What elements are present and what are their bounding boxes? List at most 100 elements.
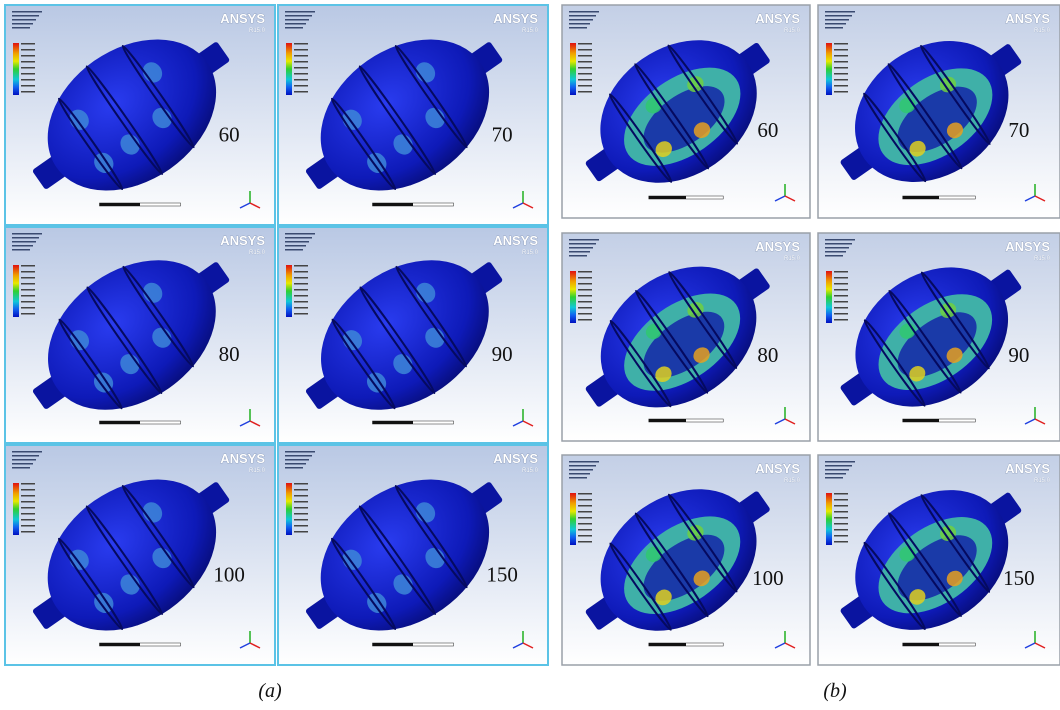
legend-text [578, 73, 592, 75]
legend-text [834, 505, 848, 507]
legend-text [21, 507, 35, 509]
header-line [825, 473, 846, 475]
legend-text [21, 79, 35, 81]
legend-bar [286, 483, 292, 535]
panel: ANSYSR15.060 [555, 0, 810, 225]
scale-bar [649, 196, 686, 199]
header-line [12, 27, 30, 29]
scale-bar [903, 196, 939, 199]
header-line [285, 455, 312, 457]
legend-text [294, 55, 308, 57]
panel: ANSYSR15.070 [810, 0, 1060, 223]
scale-bar [100, 203, 141, 206]
legend-text [578, 499, 592, 501]
legend-text [834, 535, 848, 537]
legend-text [294, 67, 308, 69]
version: R15.0 [522, 468, 539, 474]
legend-text [294, 49, 308, 51]
header-line [569, 239, 599, 241]
legend-text [294, 85, 308, 87]
header-line [285, 237, 312, 239]
legend-text [834, 313, 848, 315]
scale-bar [903, 643, 939, 646]
legend-text [834, 301, 848, 303]
header-line [12, 467, 30, 469]
legend-text [21, 301, 35, 303]
legend-text [294, 489, 308, 491]
legend-text [834, 499, 848, 501]
frequency-label: 70 [492, 122, 513, 146]
legend-text [578, 91, 592, 93]
version: R15.0 [249, 28, 266, 34]
legend-text [578, 43, 592, 45]
header-line [825, 461, 855, 463]
frequency-label: 150 [1003, 566, 1035, 590]
logo: ANSYS [755, 461, 800, 476]
header-line [825, 243, 852, 245]
legend-text [834, 49, 848, 51]
header-line [12, 451, 42, 453]
legend-text [21, 295, 35, 297]
legend-text [578, 67, 592, 69]
legend-text [21, 67, 35, 69]
header-line [285, 249, 303, 251]
logo: ANSYS [220, 451, 265, 466]
version: R15.0 [249, 250, 266, 256]
legend-text [21, 307, 35, 309]
legend-text [294, 73, 308, 75]
legend-text [578, 79, 592, 81]
legend-text [21, 483, 35, 485]
header-line [285, 463, 306, 465]
header-line [825, 239, 855, 241]
header-line [569, 11, 599, 13]
legend-text [21, 55, 35, 57]
legend-text [578, 529, 592, 531]
header-line [825, 23, 846, 25]
legend-text [21, 531, 35, 533]
legend-text [834, 289, 848, 291]
legend-text [834, 511, 848, 513]
header-line [285, 19, 309, 21]
version: R15.0 [522, 250, 539, 256]
header-line [569, 477, 587, 479]
legend-text [578, 493, 592, 495]
legend-text [294, 91, 308, 93]
legend-bar [570, 493, 576, 545]
legend-text [21, 85, 35, 87]
legend-text [578, 517, 592, 519]
version: R15.0 [249, 468, 266, 474]
legend-text [834, 73, 848, 75]
legend-text [834, 91, 848, 93]
header-line [825, 11, 855, 13]
logo: ANSYS [755, 11, 800, 26]
legend-text [834, 493, 848, 495]
frequency-label: 100 [213, 562, 245, 586]
legend-text [294, 295, 308, 297]
header-line [12, 455, 39, 457]
legend-text [21, 61, 35, 63]
legend-bar [13, 265, 19, 317]
legend-text [834, 61, 848, 63]
legend-text [834, 271, 848, 273]
header-line [825, 477, 843, 479]
version: R15.0 [1034, 28, 1051, 34]
panel: ANSYSR15.0100 [555, 449, 810, 673]
header-line [825, 251, 846, 253]
legend-text [578, 523, 592, 525]
caption-a: (a) [258, 680, 282, 702]
legend-text [294, 301, 308, 303]
legend-text [834, 523, 848, 525]
legend-text [578, 283, 592, 285]
version: R15.0 [522, 28, 539, 34]
legend-text [21, 525, 35, 527]
header-line [825, 247, 849, 249]
header-line [285, 245, 306, 247]
legend-text [834, 517, 848, 519]
legend-text [578, 61, 592, 63]
legend-text [834, 283, 848, 285]
header-line [825, 15, 852, 17]
scale-bar [373, 421, 414, 424]
header-line [825, 469, 849, 471]
